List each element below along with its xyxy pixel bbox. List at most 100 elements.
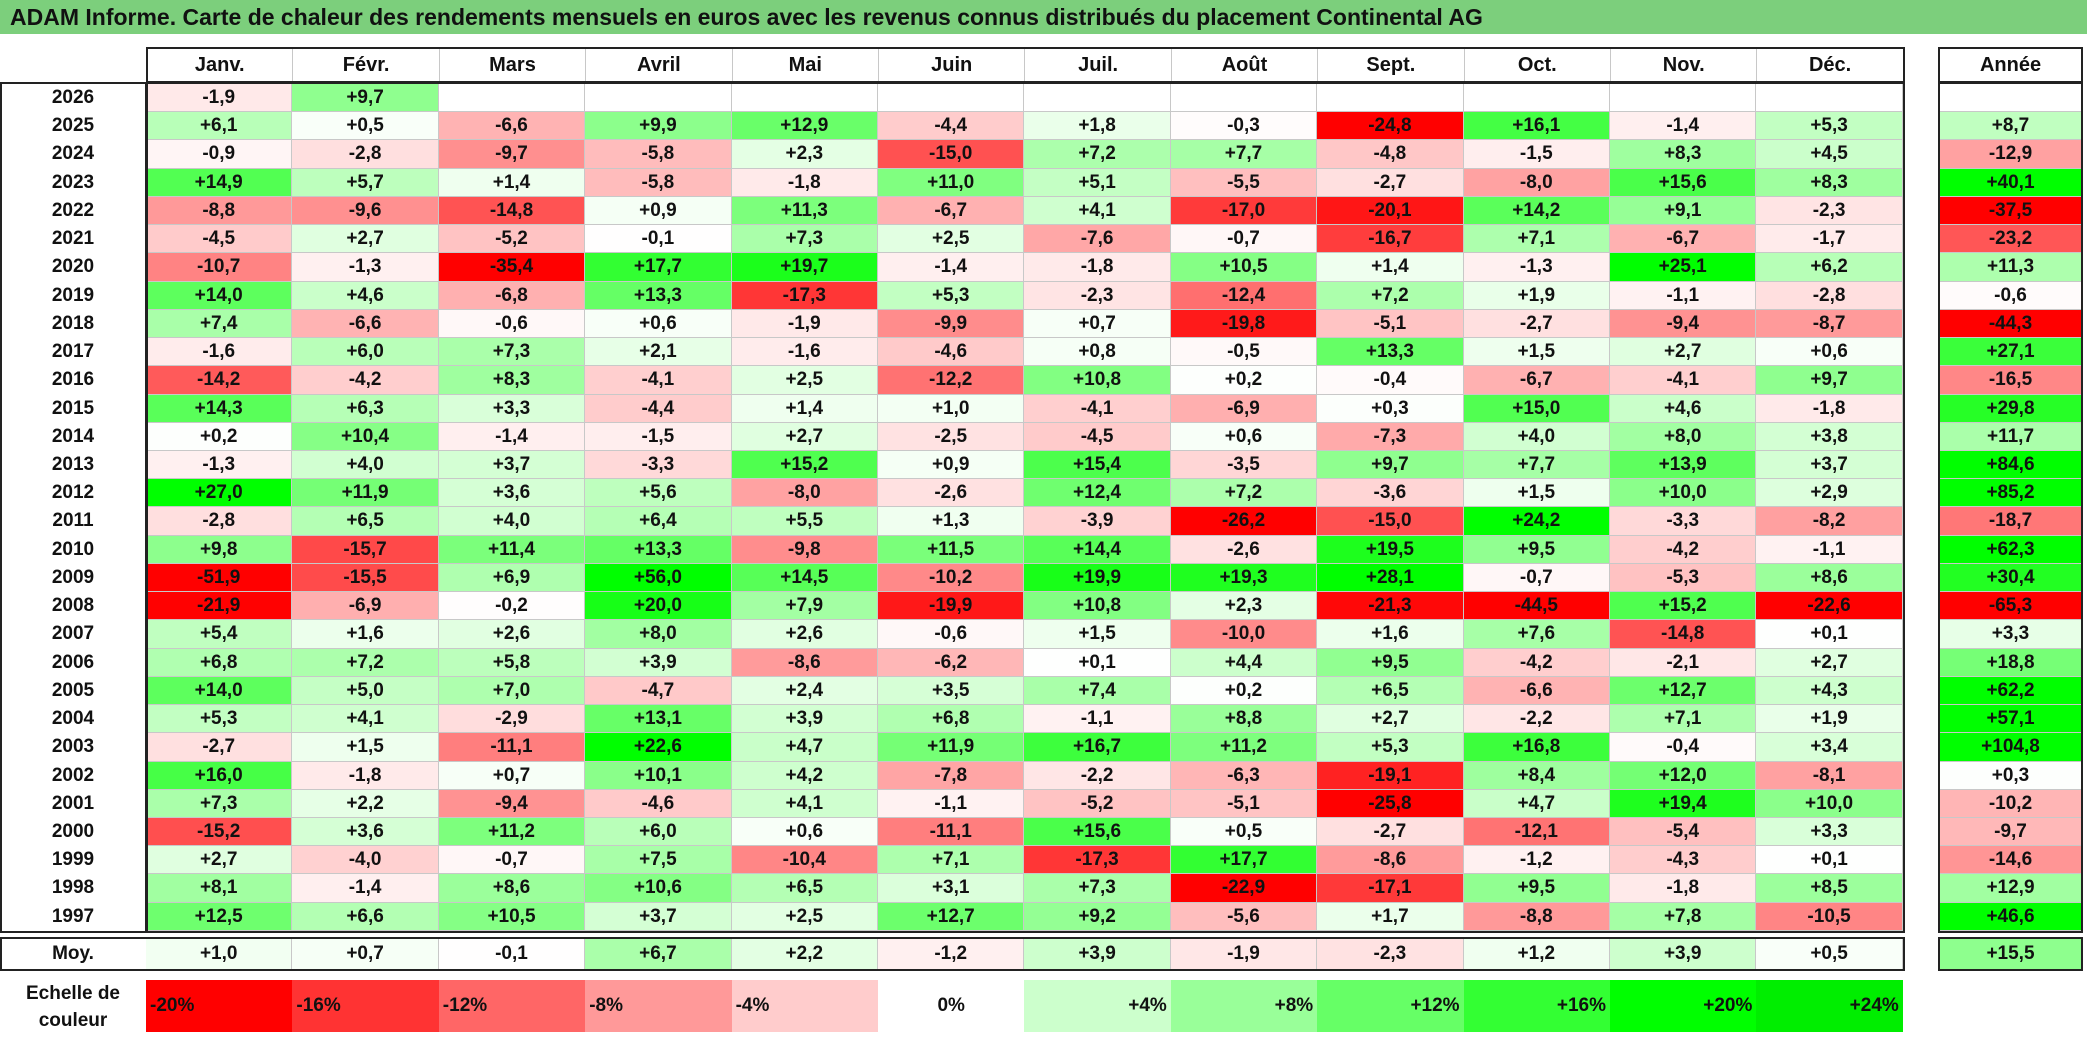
heatmap-cell: +12,7 <box>1610 676 1757 706</box>
month-header: Juin <box>878 49 1025 81</box>
heatmap-cell: +5,3 <box>146 705 293 734</box>
average-cell: -2,3 <box>1317 938 1464 969</box>
heatmap-cell: +3,4 <box>1756 733 1903 762</box>
heatmap-cell: +2,7 <box>146 846 293 875</box>
title-bar: ADAM Informe. Carte de chaleur des rende… <box>0 0 2087 34</box>
heatmap-cell: -14,8 <box>1610 620 1757 649</box>
heatmap-cell: -2,7 <box>1463 309 1610 339</box>
heatmap-cell: -8,1 <box>1756 761 1903 790</box>
chart-title: ADAM Informe. Carte de chaleur des rende… <box>10 4 1483 30</box>
heatmap-cell: -4,4 <box>585 394 732 423</box>
heatmap-cell <box>1756 84 1903 113</box>
heatmap-cell: +7,5 <box>585 846 732 875</box>
heatmap-cell: -22,9 <box>1170 874 1318 903</box>
heatmap-cell: -0,4 <box>1610 733 1757 762</box>
heatmap-cell: +9,9 <box>585 112 732 141</box>
heatmap-cell: -0,7 <box>1463 563 1610 593</box>
heatmap-cell: +8,0 <box>585 620 732 649</box>
heatmap-cell: -1,1 <box>878 789 1025 818</box>
average-cell: -1,2 <box>878 938 1025 969</box>
heatmap-cell: +19,4 <box>1610 789 1757 818</box>
heatmap-cell: +11,9 <box>878 733 1025 762</box>
heatmap-cell: +10,1 <box>585 761 732 790</box>
heatmap-cell: -4,7 <box>585 676 732 706</box>
annual-cell: +57,1 <box>1938 705 2083 734</box>
heatmap-cell: +16,1 <box>1463 112 1610 141</box>
heatmap-cell: -8,0 <box>731 479 878 508</box>
heatmap-cell: +9,5 <box>1317 648 1464 677</box>
heatmap-cell: +6,6 <box>292 902 439 931</box>
heatmap-cell: +11,5 <box>878 535 1025 564</box>
heatmap-cell: -11,1 <box>878 817 1025 847</box>
average-cell: +1,2 <box>1463 938 1610 969</box>
heatmap-cell: +1,5 <box>1463 479 1610 508</box>
annual-cell: -37,5 <box>1938 196 2083 226</box>
heatmap-cell: +1,7 <box>1317 902 1464 931</box>
heatmap-cell: +11,0 <box>878 168 1025 197</box>
annual-cell: -16,5 <box>1938 366 2083 395</box>
heatmap-cell: +4,1 <box>731 789 878 818</box>
heatmap-cell: +3,7 <box>585 902 732 931</box>
heatmap-cell: -3,3 <box>1610 507 1757 536</box>
heatmap-cell: -15,0 <box>878 140 1025 169</box>
heatmap-cell: +7,7 <box>1170 140 1318 169</box>
heatmap-cell: -2,7 <box>1317 168 1464 197</box>
heatmap-cell: +0,5 <box>292 112 439 141</box>
heatmap-cell: +8,5 <box>1756 874 1903 903</box>
heatmap-cell: +10,0 <box>1756 789 1903 818</box>
heatmap-cell: -4,6 <box>585 789 732 818</box>
heatmap-cell: +7,2 <box>1317 281 1464 310</box>
heatmap-cell: -4,1 <box>585 366 732 395</box>
heatmap-cell: +5,1 <box>1024 168 1171 197</box>
average-cell: +2,2 <box>731 938 878 969</box>
heatmap-cell: -9,6 <box>292 196 439 226</box>
year-label: 2014 <box>0 422 146 451</box>
heatmap-cell: -10,4 <box>731 846 878 875</box>
heatmap-cell: -1,4 <box>878 253 1025 282</box>
heatmap-cell: -2,6 <box>1170 535 1318 564</box>
heatmap-cell: -4,2 <box>1463 648 1610 677</box>
heatmap-cell: -4,4 <box>878 112 1025 141</box>
heatmap-cell: -2,7 <box>1317 817 1464 847</box>
heatmap-cell: +5,6 <box>585 479 732 508</box>
year-label: 2007 <box>0 620 146 649</box>
heatmap-cell: -3,6 <box>1317 479 1464 508</box>
heatmap-cell: +7,7 <box>1463 450 1610 480</box>
heatmap-cell: +6,0 <box>585 817 732 847</box>
heatmap-cell: +8,3 <box>438 366 586 395</box>
heatmap-cell: -5,1 <box>1170 789 1318 818</box>
heatmap-cell: +3,3 <box>1756 817 1903 847</box>
heatmap-cell: +7,2 <box>1170 479 1318 508</box>
heatmap-cell: +1,0 <box>878 394 1025 423</box>
heatmap-cell: +7,1 <box>1610 705 1757 734</box>
heatmap-cell: +6,1 <box>146 112 293 141</box>
heatmap-cell: -8,7 <box>1756 309 1903 339</box>
heatmap-cell: -9,4 <box>438 789 586 818</box>
heatmap-cell: -4,8 <box>1317 140 1464 169</box>
average-cell: +0,7 <box>292 938 439 969</box>
heatmap-cell: +15,6 <box>1610 168 1757 197</box>
heatmap-cell: -6,7 <box>878 196 1025 226</box>
year-label: 1997 <box>0 902 146 931</box>
heatmap-cell: +9,7 <box>292 84 439 113</box>
heatmap-cell <box>1317 84 1464 113</box>
heatmap-cell: -10,0 <box>1170 620 1318 649</box>
heatmap-cell: -16,7 <box>1317 225 1464 254</box>
year-label: 2026 <box>0 84 146 113</box>
heatmap-cell: -4,5 <box>146 225 293 254</box>
heatmap-cell: +1,4 <box>731 394 878 423</box>
heatmap-cell: +2,9 <box>1756 479 1903 508</box>
heatmap-cell: +7,3 <box>146 789 293 818</box>
heatmap-cell: +12,0 <box>1610 761 1757 790</box>
heatmap-cell: +3,9 <box>731 705 878 734</box>
heatmap-cell: -1,9 <box>146 84 293 113</box>
heatmap-cell: +6,5 <box>1317 676 1464 706</box>
heatmap-cell <box>731 84 878 113</box>
heatmap-cell: -1,7 <box>1756 225 1903 254</box>
heatmap-cell: -1,1 <box>1756 535 1903 564</box>
heatmap-cell: +24,2 <box>1463 507 1610 536</box>
month-header: Oct. <box>1463 49 1610 81</box>
heatmap-cell: +7,3 <box>1024 874 1171 903</box>
heatmap-cell: +3,9 <box>585 648 732 677</box>
annual-cell: +84,6 <box>1938 450 2083 480</box>
